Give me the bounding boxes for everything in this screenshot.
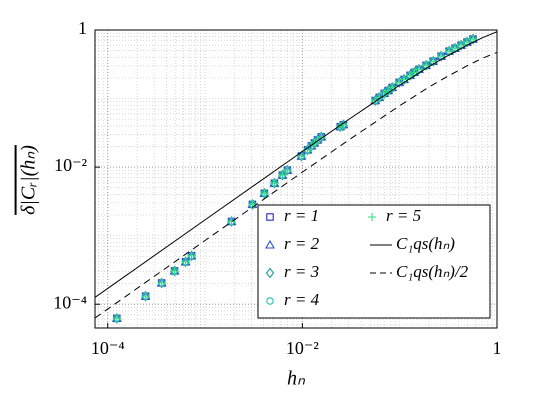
data-point	[112, 314, 121, 323]
data-point	[270, 179, 279, 188]
data-point	[371, 96, 380, 105]
y-tick-label: 10⁻⁴	[53, 292, 87, 312]
x-tick-label: 10⁻²	[286, 338, 319, 358]
legend-label: C₁qs(hₙ)/2	[396, 262, 469, 281]
data-point	[170, 266, 179, 275]
data-point	[297, 152, 306, 161]
data-point	[450, 42, 460, 54]
plot-frame	[94, 29, 498, 329]
legend-label: r = 5	[386, 206, 421, 225]
legend-label: r = 1	[284, 206, 319, 225]
data-point	[170, 265, 179, 277]
data-point	[388, 82, 397, 93]
data-point	[141, 290, 150, 302]
data-point	[141, 292, 150, 301]
data-point	[283, 166, 292, 175]
data-point	[415, 65, 424, 74]
data-point	[181, 256, 190, 268]
data-point	[444, 45, 454, 57]
x-tick-label: 1	[493, 338, 502, 358]
x-axis-label: hₙ	[287, 368, 306, 390]
data-point	[260, 189, 269, 198]
data-point	[270, 177, 279, 189]
data-point	[414, 63, 424, 75]
marker	[265, 267, 275, 279]
y-tick-label: 1	[78, 18, 87, 38]
data-point	[410, 68, 419, 77]
marker	[265, 239, 275, 249]
data-point	[260, 187, 269, 199]
marker	[368, 213, 376, 221]
legend-label: r = 3	[284, 262, 319, 281]
data-point	[421, 59, 431, 71]
legend-box	[257, 204, 491, 319]
legend-label: r = 4	[284, 290, 320, 309]
legend-label: r = 2	[284, 234, 320, 253]
data-point	[451, 44, 460, 53]
marker	[266, 213, 274, 221]
data-point	[297, 150, 306, 162]
data-point	[380, 87, 389, 99]
data-point	[181, 257, 190, 266]
y-tick-label: 10⁻²	[54, 155, 87, 175]
data-point	[278, 169, 287, 181]
data-point	[436, 50, 446, 62]
data-point	[278, 171, 287, 180]
legend-label: C₁qs(hₙ)	[396, 234, 455, 253]
data-point	[248, 198, 257, 210]
data-point	[317, 131, 326, 143]
marker	[266, 297, 274, 305]
series-line	[95, 31, 497, 298]
data-point	[445, 47, 454, 56]
data-point	[187, 251, 196, 260]
x-tick-label: 10⁻⁴	[91, 338, 125, 358]
data-point	[456, 39, 466, 51]
data-point	[227, 217, 236, 226]
data-point	[283, 164, 292, 176]
data-point	[468, 33, 478, 45]
data-point	[429, 55, 438, 67]
data-point	[112, 312, 122, 324]
data-point	[462, 36, 472, 48]
data-point	[157, 277, 166, 289]
plot-area	[95, 31, 497, 324]
y-axis-label: δ|Cᵣ|(hₙ)	[18, 145, 40, 215]
data-point	[187, 250, 196, 262]
data-point	[157, 278, 166, 287]
data-point	[457, 41, 466, 50]
data-point	[399, 74, 409, 85]
